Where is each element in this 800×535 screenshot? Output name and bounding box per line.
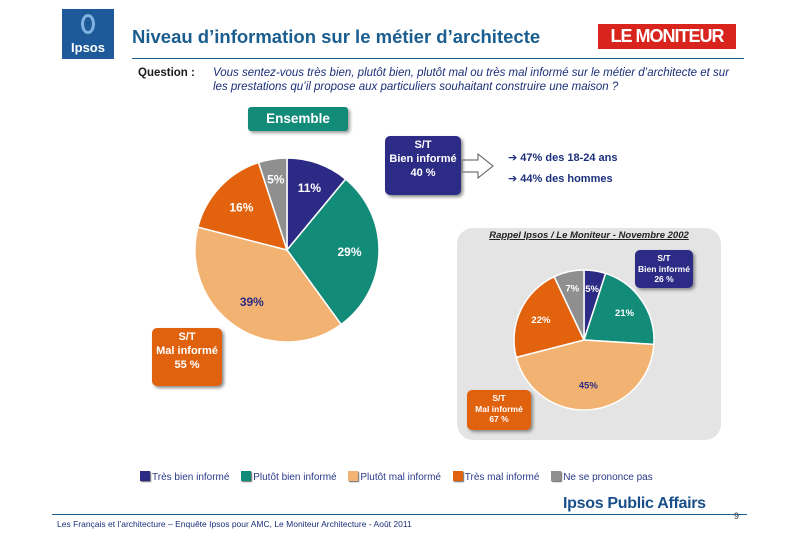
legend-label: Très mal informé — [464, 472, 540, 483]
legend-item-tres-mal: Très mal informé — [452, 471, 540, 483]
question-text: Vous sentez-vous très bien, plutôt bien,… — [213, 67, 730, 93]
legend-item-plutot-mal: Plutôt mal informé — [348, 471, 441, 483]
main-label-tres-bien: 11% — [298, 181, 322, 195]
title-divider — [132, 58, 744, 59]
inset-bien-line1: S/T — [657, 253, 671, 263]
main-label-plutot-bien: 29% — [338, 245, 362, 259]
inset-mal-informe-box: S/T Mal informé 67 % — [467, 390, 531, 430]
callout-arrow — [461, 152, 494, 180]
main-label-plutot-mal: 39% — [240, 295, 264, 309]
question-label: Question : — [138, 67, 195, 79]
ipsos-public-affairs-brand: Ipsos Public Affairs — [563, 495, 706, 512]
main-bien-line1: S/T — [414, 139, 432, 151]
inset-bien-informe-box: S/T Bien informé 26 % — [635, 250, 693, 288]
inset-slice-plutot-bien — [582, 272, 655, 346]
legend-label: Très bien informé — [152, 472, 230, 483]
main-slice-nsp — [257, 157, 288, 251]
ipsos-logo-text: Ipsos — [71, 40, 105, 55]
footer-divider — [52, 514, 747, 515]
legend-swatch — [452, 471, 463, 481]
inset-slice-plutot-mal — [515, 339, 655, 411]
inset-mal-line1: S/T — [492, 393, 506, 403]
inset-slice-nsp — [553, 269, 585, 341]
callout-item: ➔ 44% des hommes — [508, 172, 613, 185]
ipsos-logo-mark — [81, 14, 95, 34]
chart-legend: Très bien informé Plutôt bien informé Pl… — [140, 471, 662, 485]
legend-item-nsp: Ne se prononce pas — [551, 471, 653, 483]
main-mal-value: 55 % — [174, 359, 200, 371]
inset-label-nsp: 7% — [566, 283, 580, 294]
inset-slice-tres-mal — [513, 275, 586, 359]
legend-label: Plutôt bien informé — [253, 472, 337, 483]
inset-mal-line2: Mal informé — [475, 403, 523, 414]
main-slice-tres-mal — [196, 161, 289, 252]
main-mal-informe-box: S/T Mal informé 55 % — [152, 328, 222, 386]
inset-pie-chart: 5% 21% 45% 22% 7% — [513, 269, 655, 411]
legend-swatch — [140, 471, 150, 481]
footer-text: Les Français et l’architecture – Enquête… — [57, 519, 412, 529]
legend-swatch — [551, 471, 562, 481]
main-slice-plutot-mal — [194, 226, 343, 343]
legend-label: Ne se prononce pas — [563, 472, 653, 483]
le-moniteur-logo: LE MONITEUR — [598, 24, 736, 49]
inset-bien-value: 26 % — [654, 274, 674, 284]
inset-label-tres-bien: 5% — [585, 284, 599, 295]
callout-text: 44% des hommes — [520, 173, 613, 185]
page-number: 9 — [734, 511, 740, 521]
main-mal-line2: Mal informé — [156, 345, 218, 357]
inset-mal-value: 67 % — [489, 414, 509, 424]
legend-item-plutot-bien: Plutôt bien informé — [241, 471, 337, 483]
inset-label-plutot-mal: 45% — [579, 381, 599, 392]
inset-bien-line2: Bien informé — [638, 263, 690, 274]
main-mal-line1: S/T — [178, 331, 196, 343]
main-slice-plutot-bien — [286, 178, 380, 326]
legend-swatch — [348, 471, 359, 481]
right-arrow-icon: ➔ — [508, 173, 521, 185]
right-arrow-icon: ➔ — [508, 152, 521, 164]
callout-item: ➔ 47% des 18-24 ans — [508, 151, 618, 164]
main-pie-chart: 11% 29% 39% 16% 5% — [194, 157, 380, 343]
main-bien-line2: Bien informé — [389, 153, 457, 165]
main-bien-value: 40 % — [410, 167, 436, 179]
inset-label-tres-mal: 22% — [531, 315, 551, 326]
inset-title: Rappel Ipsos / Le Moniteur - Novembre 20… — [489, 230, 689, 241]
callout-text: 47% des 18-24 ans — [520, 152, 618, 164]
page-title: Niveau d’information sur le métier d’arc… — [132, 26, 541, 47]
legend-label: Plutôt mal informé — [360, 472, 441, 483]
inset-label-plutot-bien: 21% — [615, 308, 635, 319]
ipsos-logo: Ipsos — [62, 9, 114, 59]
ensemble-label: Ensemble — [248, 107, 348, 131]
main-label-nsp: 5% — [267, 172, 285, 186]
main-label-tres-mal: 16% — [229, 200, 253, 214]
main-bien-informe-box: S/T Bien informé 40 % — [385, 136, 461, 195]
legend-item-tres-bien: Très bien informé — [140, 471, 229, 483]
legend-swatch — [241, 471, 252, 481]
